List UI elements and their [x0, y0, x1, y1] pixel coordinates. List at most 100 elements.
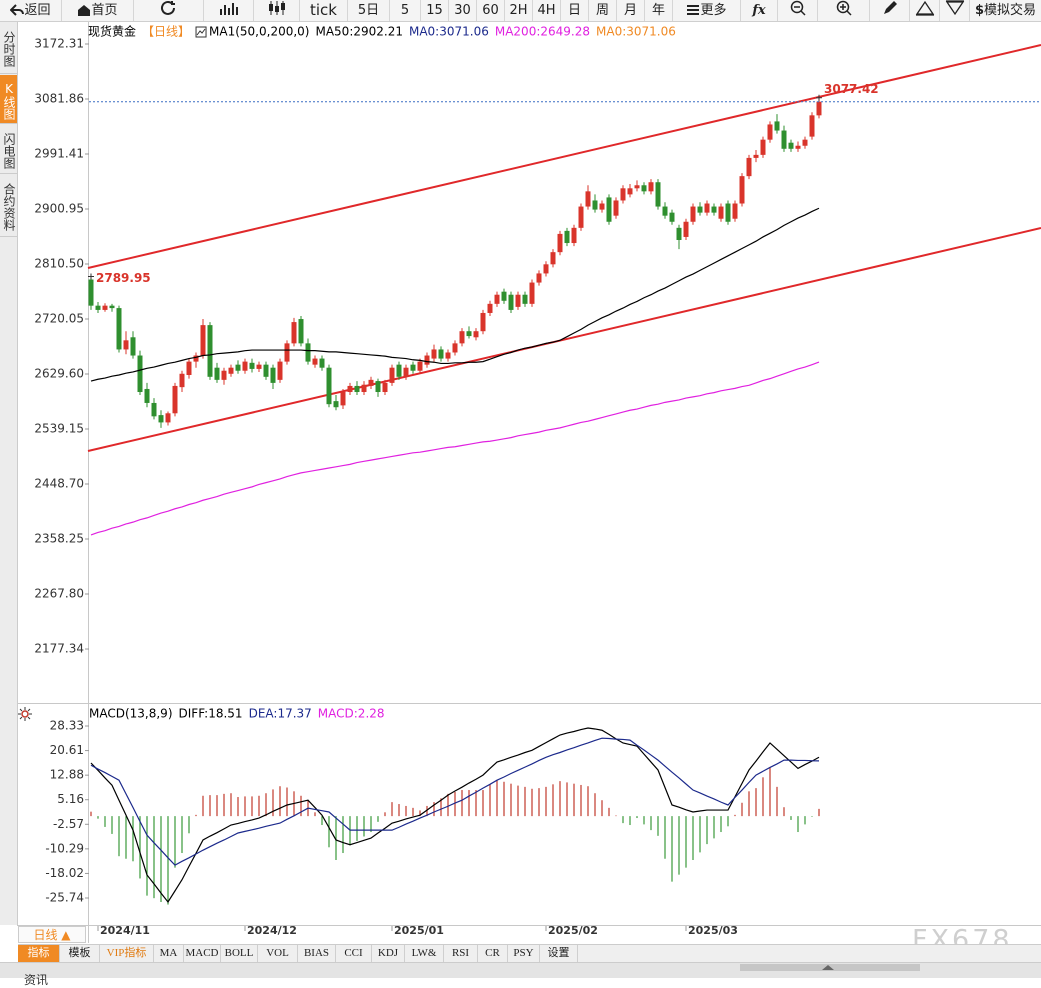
candle-body [753, 154, 759, 158]
y-tick-label: 2177.34 [34, 642, 84, 656]
period-button[interactable]: 2H [505, 0, 533, 21]
candle-body [165, 413, 171, 423]
period-button[interactable]: 30 [449, 0, 477, 21]
candle-body [137, 355, 143, 393]
sim-trade-button[interactable]: $模拟交易 [970, 0, 1041, 21]
x-tick-label: 2024/11 [100, 924, 150, 937]
period-button[interactable]: 月 [617, 0, 645, 21]
candle-body [536, 273, 542, 283]
period-button[interactable]: 日 [561, 0, 589, 21]
candle-body [144, 388, 150, 403]
period-button[interactable]: 周 [589, 0, 617, 21]
candle-button[interactable] [254, 0, 300, 21]
candle-body [424, 355, 430, 365]
y-tick-label: 2991.41 [34, 147, 84, 161]
more-button[interactable]: 更多 [673, 0, 741, 21]
x-tick-label: 2025/02 [548, 924, 598, 937]
candle-body [452, 343, 458, 353]
candle-body [487, 303, 493, 313]
candle-body [88, 279, 94, 306]
indicator-tab[interactable]: MACD [184, 945, 221, 962]
candle-body [760, 139, 766, 155]
draw-button[interactable] [870, 0, 910, 21]
back-button[interactable]: 返回 [0, 0, 62, 21]
more-label: 更多 [700, 3, 727, 18]
pen-icon [883, 1, 897, 14]
candle-body [431, 349, 437, 359]
legend-entry: MACD:2.28 [318, 707, 385, 721]
indicator-icon [196, 28, 206, 36]
refresh-button[interactable] [134, 0, 204, 21]
series-line [90, 737, 820, 866]
candle-icon [268, 1, 285, 15]
candle-body [669, 212, 675, 222]
down-shape-button[interactable] [940, 0, 970, 21]
side-tab[interactable]: 分时图 [0, 22, 17, 74]
legend-entry: MA0:3071.06 [409, 25, 489, 39]
candle-body [109, 305, 115, 309]
period-button[interactable]: 60 [477, 0, 505, 21]
candle-body [515, 294, 521, 307]
indicator-tab[interactable]: VOL [258, 945, 298, 962]
home-icon [78, 5, 91, 16]
candle-body [417, 361, 423, 371]
candle-body [221, 370, 227, 380]
indicator-tab[interactable]: PSY [508, 945, 540, 962]
up-shape-button[interactable] [910, 0, 940, 21]
period-button[interactable]: 4H [533, 0, 561, 21]
indicator-tab[interactable]: MA [154, 945, 184, 962]
indicator-tab[interactable]: CCI [336, 945, 372, 962]
candle-body [767, 124, 773, 140]
series-line [90, 361, 820, 536]
period-button[interactable]: 5日 [348, 0, 390, 21]
candle-body [606, 197, 612, 222]
sidebar: 分时图 K线图 闪电图 合约资料 [0, 22, 18, 925]
candle-body [634, 185, 640, 189]
candle-body [746, 157, 752, 177]
legend-entry: DIFF:18.51 [179, 707, 243, 721]
y-tick-label: 2267.80 [34, 587, 84, 601]
indicator-tab[interactable]: VIP指标 [100, 945, 154, 962]
indicator-tab[interactable]: BOLL [221, 945, 258, 962]
home-button[interactable]: 首页 [62, 0, 134, 21]
indicator-tab[interactable]: 模板 [60, 945, 100, 962]
period-button[interactable]: 年 [645, 0, 673, 21]
candle-body [648, 182, 654, 192]
bar-chart-button[interactable] [204, 0, 254, 21]
candle-body [312, 358, 318, 365]
indicator-tab[interactable]: CR [478, 945, 508, 962]
indicator-tab[interactable]: KDJ [372, 945, 405, 962]
candle-body [683, 221, 689, 237]
zoom-in-button[interactable] [818, 0, 870, 21]
y-tick-label: 2900.95 [34, 202, 84, 216]
zoom-out-button[interactable] [778, 0, 818, 21]
trend-line [87, 44, 1041, 269]
candle-body [795, 145, 801, 149]
period-button[interactable]: 5 [390, 0, 421, 21]
y-tick-label: 2358.25 [34, 532, 84, 546]
period-button[interactable]: 15 [421, 0, 449, 21]
side-tab[interactable]: 闪电图 [0, 125, 17, 174]
indicator-tab[interactable]: RSI [444, 945, 478, 962]
refresh-icon [160, 0, 175, 15]
candle-body [690, 206, 696, 222]
formula-button[interactable]: fx [741, 0, 778, 21]
indicator-tab[interactable]: 设置 [540, 945, 578, 962]
candle-body [193, 355, 199, 362]
candle-body [326, 367, 332, 405]
candle-body [480, 312, 486, 332]
indicator-tab[interactable]: 指标 [18, 945, 60, 962]
side-tab[interactable]: 合约资料 [0, 175, 17, 237]
candle-body [809, 115, 815, 137]
indicator-tab[interactable]: BIAS [298, 945, 336, 962]
candle-body [613, 200, 619, 216]
tick-button[interactable]: tick [300, 0, 348, 21]
period-button[interactable]: 日线 ▲ [18, 926, 86, 943]
indicator-title: MACD(13,8,9) [89, 707, 173, 721]
candle-body [494, 294, 500, 304]
side-tab[interactable]: K线图 [0, 75, 17, 124]
x-tick-label: 2025/03 [688, 924, 738, 937]
candle-body [130, 337, 136, 356]
indicator-tab[interactable]: LW& [405, 945, 444, 962]
candle-body [102, 305, 108, 310]
